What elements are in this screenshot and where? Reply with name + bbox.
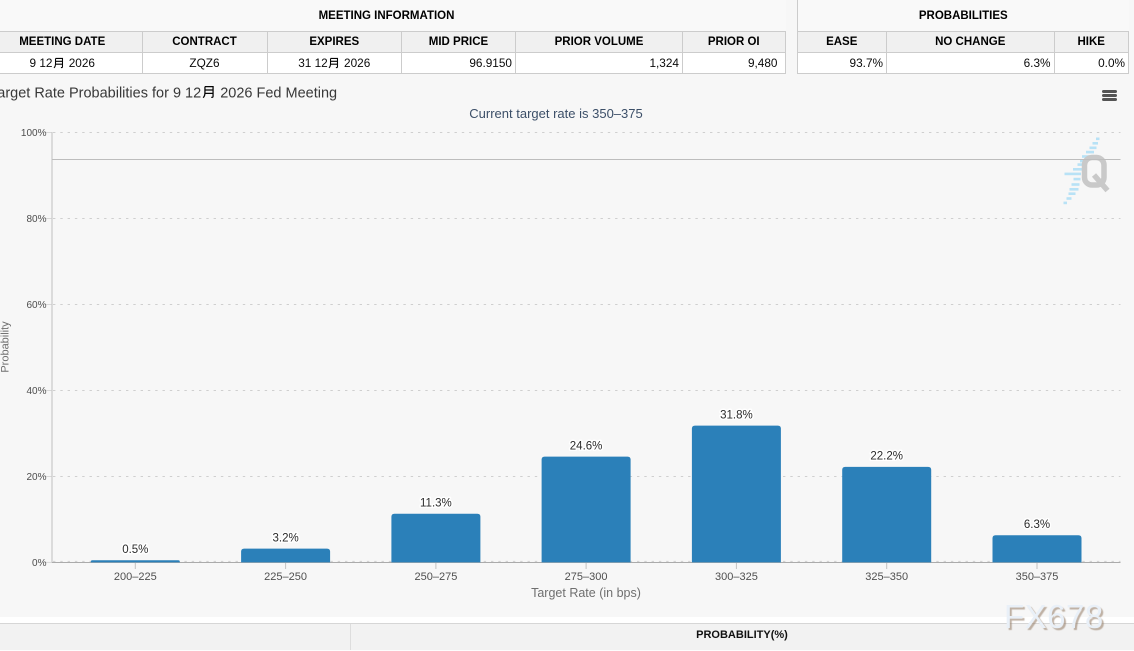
svg-text:100%: 100%: [21, 128, 47, 139]
svg-text:6.3%: 6.3%: [1024, 519, 1050, 531]
svg-text:20%: 20%: [26, 472, 46, 483]
svg-text:24.6%: 24.6%: [570, 440, 603, 452]
svg-text:Probability: Probability: [0, 321, 12, 373]
svg-text:31.8%: 31.8%: [720, 409, 753, 421]
svg-text:350–375: 350–375: [1016, 571, 1059, 583]
svg-text:11.3%: 11.3%: [420, 498, 452, 510]
svg-text:0%: 0%: [32, 558, 47, 569]
svg-text:80%: 80%: [26, 214, 46, 225]
svg-text:22.2%: 22.2%: [870, 451, 903, 463]
svg-text:200–225: 200–225: [114, 571, 157, 583]
svg-text:250–275: 250–275: [414, 571, 457, 583]
svg-text:300–325: 300–325: [715, 571, 758, 583]
svg-text:3.2%: 3.2%: [272, 532, 298, 544]
svg-text:325–350: 325–350: [865, 571, 908, 583]
svg-text:40%: 40%: [26, 386, 46, 397]
svg-text:Target Rate (in bps): Target Rate (in bps): [531, 586, 641, 600]
svg-text:0.5%: 0.5%: [122, 544, 148, 556]
svg-text:225–250: 225–250: [264, 571, 307, 583]
svg-text:60%: 60%: [26, 300, 46, 311]
svg-text:275–300: 275–300: [565, 571, 608, 583]
